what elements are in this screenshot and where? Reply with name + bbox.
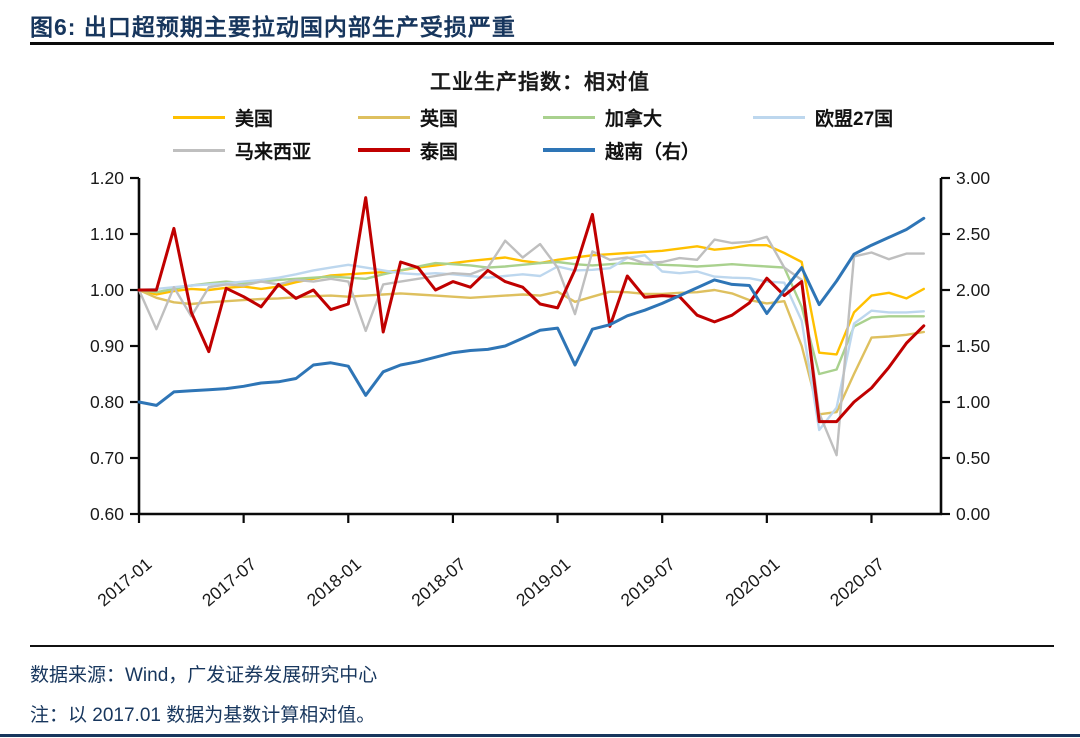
legend-swatch-line	[358, 148, 410, 152]
chart-legend: 美国 英国 加拿大 欧盟27国马来西亚 泰国 越南（右）	[0, 0, 1080, 170]
left-axis-tick-label: 1.10	[90, 224, 124, 244]
x-axis-tick-label: 2019-01	[512, 554, 574, 611]
legend-label: 欧盟27国	[815, 108, 894, 130]
series-line-7	[137, 216, 926, 407]
legend-label: 加拿大	[605, 108, 663, 130]
legend-swatch-line	[543, 115, 595, 119]
series-line-5	[137, 235, 925, 457]
legend-swatch-line	[173, 148, 225, 152]
x-axis-tick-label: 2018-07	[407, 554, 469, 611]
right-axis-tick-label: 2.00	[956, 280, 990, 300]
legend-label: 泰国	[420, 141, 459, 163]
left-axis-tick-label: 1.20	[90, 168, 124, 188]
figure-title: 图6: 出口超预期主要拉动国内部生产受损严重	[30, 14, 516, 40]
legend-label: 英国	[420, 108, 459, 130]
right-axis-tick-label: 1.50	[956, 336, 990, 356]
left-axis-tick-label: 0.60	[90, 504, 124, 524]
x-axis-tick-label: 2017-07	[198, 554, 260, 611]
x-axis-tick-label: 2017-01	[94, 554, 156, 611]
legend-item: 加拿大	[543, 104, 662, 130]
x-axis-tick-label: 2018-01	[303, 554, 365, 611]
right-axis-tick-label: 0.00	[956, 504, 990, 524]
legend-swatch-line	[358, 115, 410, 119]
x-axis-tick-label: 2020-01	[721, 554, 783, 611]
legend-label: 马来西亚	[235, 141, 312, 163]
right-axis-tick-label: 0.50	[956, 448, 990, 468]
page-bottom-line	[0, 734, 1080, 737]
series-line-4	[137, 254, 925, 432]
left-axis-tick-label: 1.00	[90, 280, 124, 300]
footer-divider-line	[30, 645, 1054, 647]
legend-swatch-line	[173, 115, 225, 119]
legend-item: 马来西亚	[173, 137, 311, 163]
legend-item: 欧盟27国	[753, 104, 893, 130]
left-axis-tick-label: 0.80	[90, 392, 124, 412]
legend-swatch-line	[543, 148, 595, 152]
series-line-1	[137, 243, 925, 356]
left-axis-tick-label: 0.70	[90, 448, 124, 468]
legend-label: 美国	[235, 108, 274, 130]
note-text: 注：以 2017.01 数据为基数计算相对值。	[30, 705, 376, 726]
legend-item: 泰国	[358, 137, 458, 163]
right-axis-tick-label: 1.00	[956, 392, 990, 412]
x-axis-tick-label: 2020-07	[826, 554, 888, 611]
legend-item: 越南（右）	[543, 137, 700, 163]
title-divider-line	[30, 42, 1054, 45]
series-line-6	[137, 196, 926, 424]
left-axis-tick-label: 0.90	[90, 336, 124, 356]
chart-title: 工业生产指数：相对值	[430, 71, 650, 94]
legend-item: 美国	[173, 104, 273, 130]
data-source-text: 数据来源：Wind，广发证券发展研究中心	[30, 665, 378, 686]
legend-swatch-line	[753, 115, 805, 119]
legend-item: 英国	[358, 104, 458, 130]
legend-label: 越南（右）	[605, 141, 701, 163]
right-axis-tick-label: 2.50	[956, 224, 990, 244]
x-axis-tick-label: 2019-07	[617, 554, 679, 611]
right-axis-tick-label: 3.00	[956, 168, 990, 188]
